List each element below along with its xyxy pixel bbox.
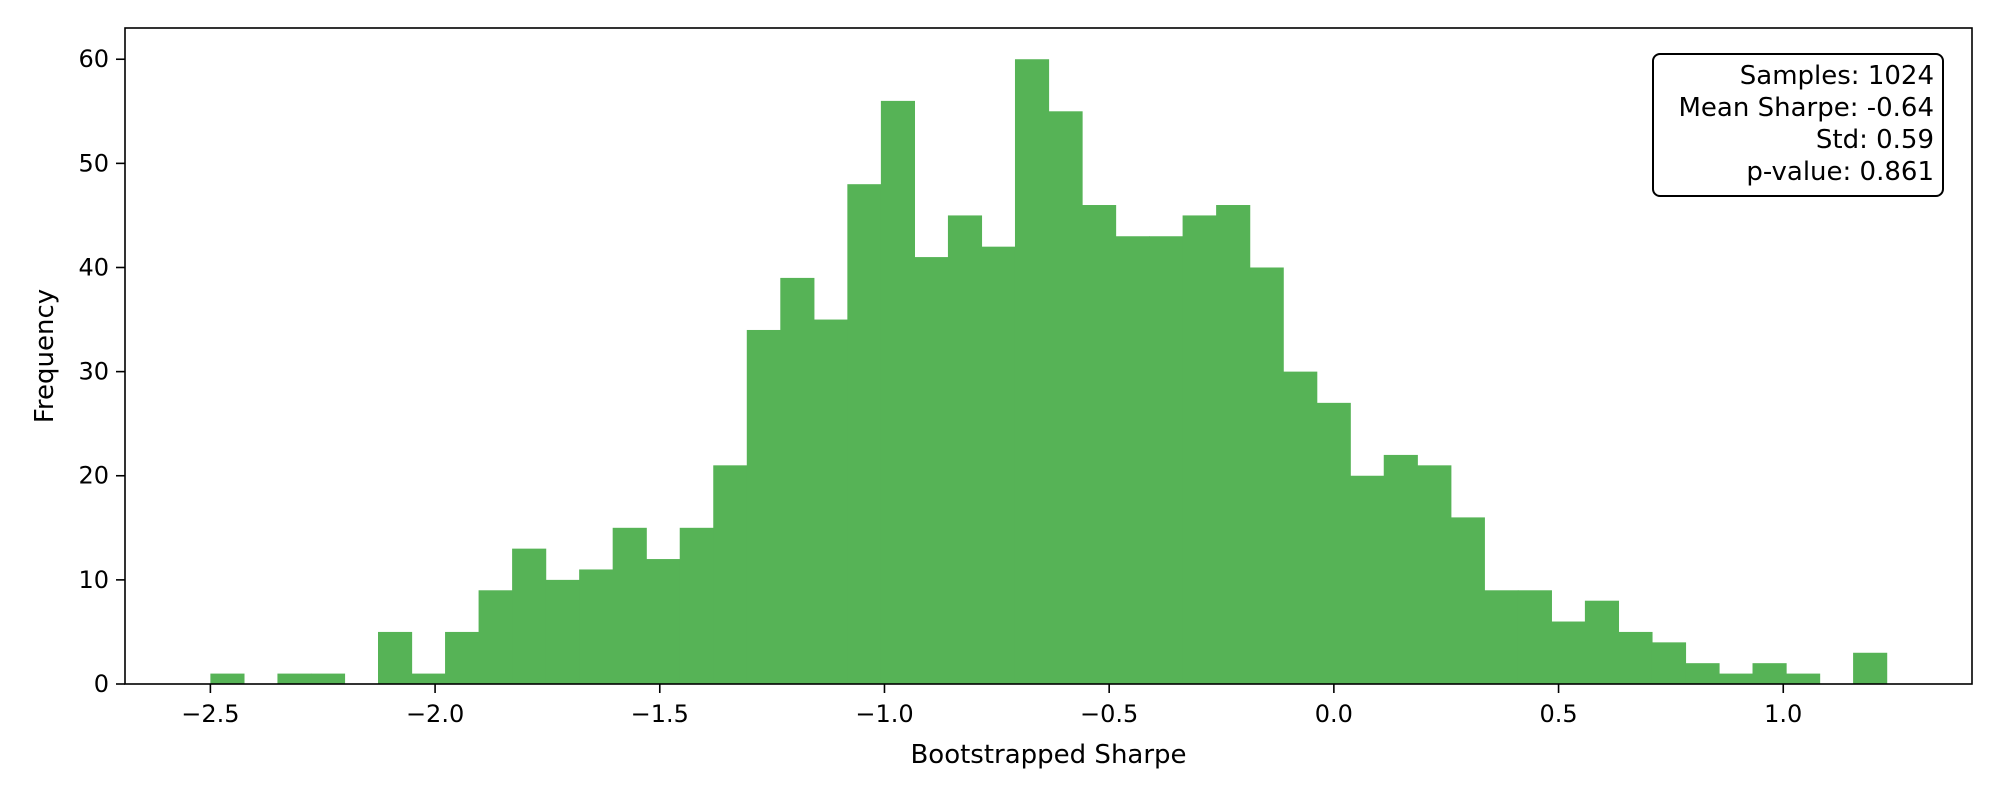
x-axis: −2.5 −2.0 −1.5 −1.0 −0.5 0.0 0.5 1.0 — [181, 684, 1802, 728]
histogram-bar — [1685, 663, 1720, 684]
histogram-bar — [1618, 631, 1653, 684]
histogram-bar — [1383, 454, 1418, 684]
stats-box-frame — [1652, 53, 1944, 197]
histogram-bar — [880, 100, 916, 684]
histogram-bar — [914, 257, 949, 684]
x-tick-label: 0.5 — [1539, 700, 1577, 728]
histogram-bar — [713, 465, 748, 684]
histogram-bar — [545, 579, 580, 684]
histogram-bar — [1283, 371, 1318, 684]
y-tick-label: 30 — [78, 358, 109, 386]
x-axis-label: Bootstrapped Sharpe — [910, 740, 1186, 770]
x-tick-label: −1.0 — [855, 700, 913, 728]
stats-mean-sharpe: Mean Sharpe: -0.64 — [1678, 93, 1934, 123]
histogram-bar — [646, 559, 681, 684]
histogram-bar — [1216, 205, 1251, 684]
histogram-bar — [1718, 673, 1754, 684]
histogram-bar — [1082, 205, 1117, 684]
histogram-bar — [1786, 673, 1821, 684]
histogram-bar — [612, 527, 647, 684]
histogram-bar — [1651, 642, 1687, 684]
y-tick-label: 40 — [78, 253, 109, 281]
histogram-bar — [1249, 267, 1284, 684]
x-tick-label: −0.5 — [1080, 700, 1138, 728]
histogram-bar — [210, 673, 245, 684]
histogram-bar — [1316, 402, 1351, 684]
x-tick-label: −2.0 — [406, 700, 464, 728]
histogram-bar — [947, 215, 983, 684]
histogram-bar — [679, 527, 714, 684]
histogram-bar — [1584, 600, 1620, 684]
histogram-bar — [378, 631, 413, 684]
histogram-bar — [1517, 590, 1552, 684]
histogram-bar — [1484, 590, 1519, 684]
stats-std: Std: 0.59 — [1816, 125, 1934, 155]
x-tick-label: −1.5 — [631, 700, 689, 728]
histogram-bar — [1182, 215, 1217, 684]
stats-p-value: p-value: 0.861 — [1746, 157, 1934, 187]
histogram-bar — [1752, 663, 1787, 684]
histogram-bar — [277, 673, 312, 684]
stats-samples: Samples: 1024 — [1740, 61, 1934, 91]
histogram-bar — [478, 590, 513, 684]
plot-frame — [124, 27, 1973, 685]
x-tick-label: 1.0 — [1764, 700, 1802, 728]
y-tick-label: 10 — [78, 566, 109, 594]
histogram-bars — [210, 59, 1888, 685]
histogram-bar — [1350, 475, 1385, 684]
histogram-bar — [1450, 517, 1485, 684]
histogram-bar — [746, 329, 781, 684]
y-tick-label: 60 — [78, 45, 109, 73]
histogram-bar — [1417, 465, 1452, 684]
histogram-bar — [411, 673, 446, 684]
histogram-bar — [512, 548, 547, 684]
y-axis-label: Frequency — [30, 289, 60, 423]
histogram-bar — [1048, 111, 1083, 685]
histogram-bar — [981, 246, 1016, 684]
y-tick-label: 50 — [78, 149, 109, 177]
histogram-bar — [813, 319, 848, 684]
y-tick-label: 0 — [94, 670, 109, 698]
histogram-bar — [1115, 236, 1150, 684]
histogram-bar — [780, 277, 815, 684]
histogram-bar — [310, 673, 346, 684]
y-tick-label: 20 — [78, 462, 109, 490]
histogram-bar — [1014, 59, 1050, 684]
histogram-bar — [1551, 621, 1586, 684]
x-tick-label: −2.5 — [181, 700, 239, 728]
histogram-bar — [579, 569, 614, 684]
histogram-bar — [1853, 652, 1888, 684]
y-axis: 0 10 20 30 40 50 60 — [78, 45, 125, 698]
histogram-bar — [1149, 236, 1184, 684]
histogram-bar — [847, 184, 882, 684]
x-tick-label: 0.0 — [1315, 700, 1353, 728]
histogram-bar — [445, 631, 480, 684]
stats-box: Samples: 1024 Mean Sharpe: -0.64 Std: 0.… — [1652, 53, 1944, 197]
